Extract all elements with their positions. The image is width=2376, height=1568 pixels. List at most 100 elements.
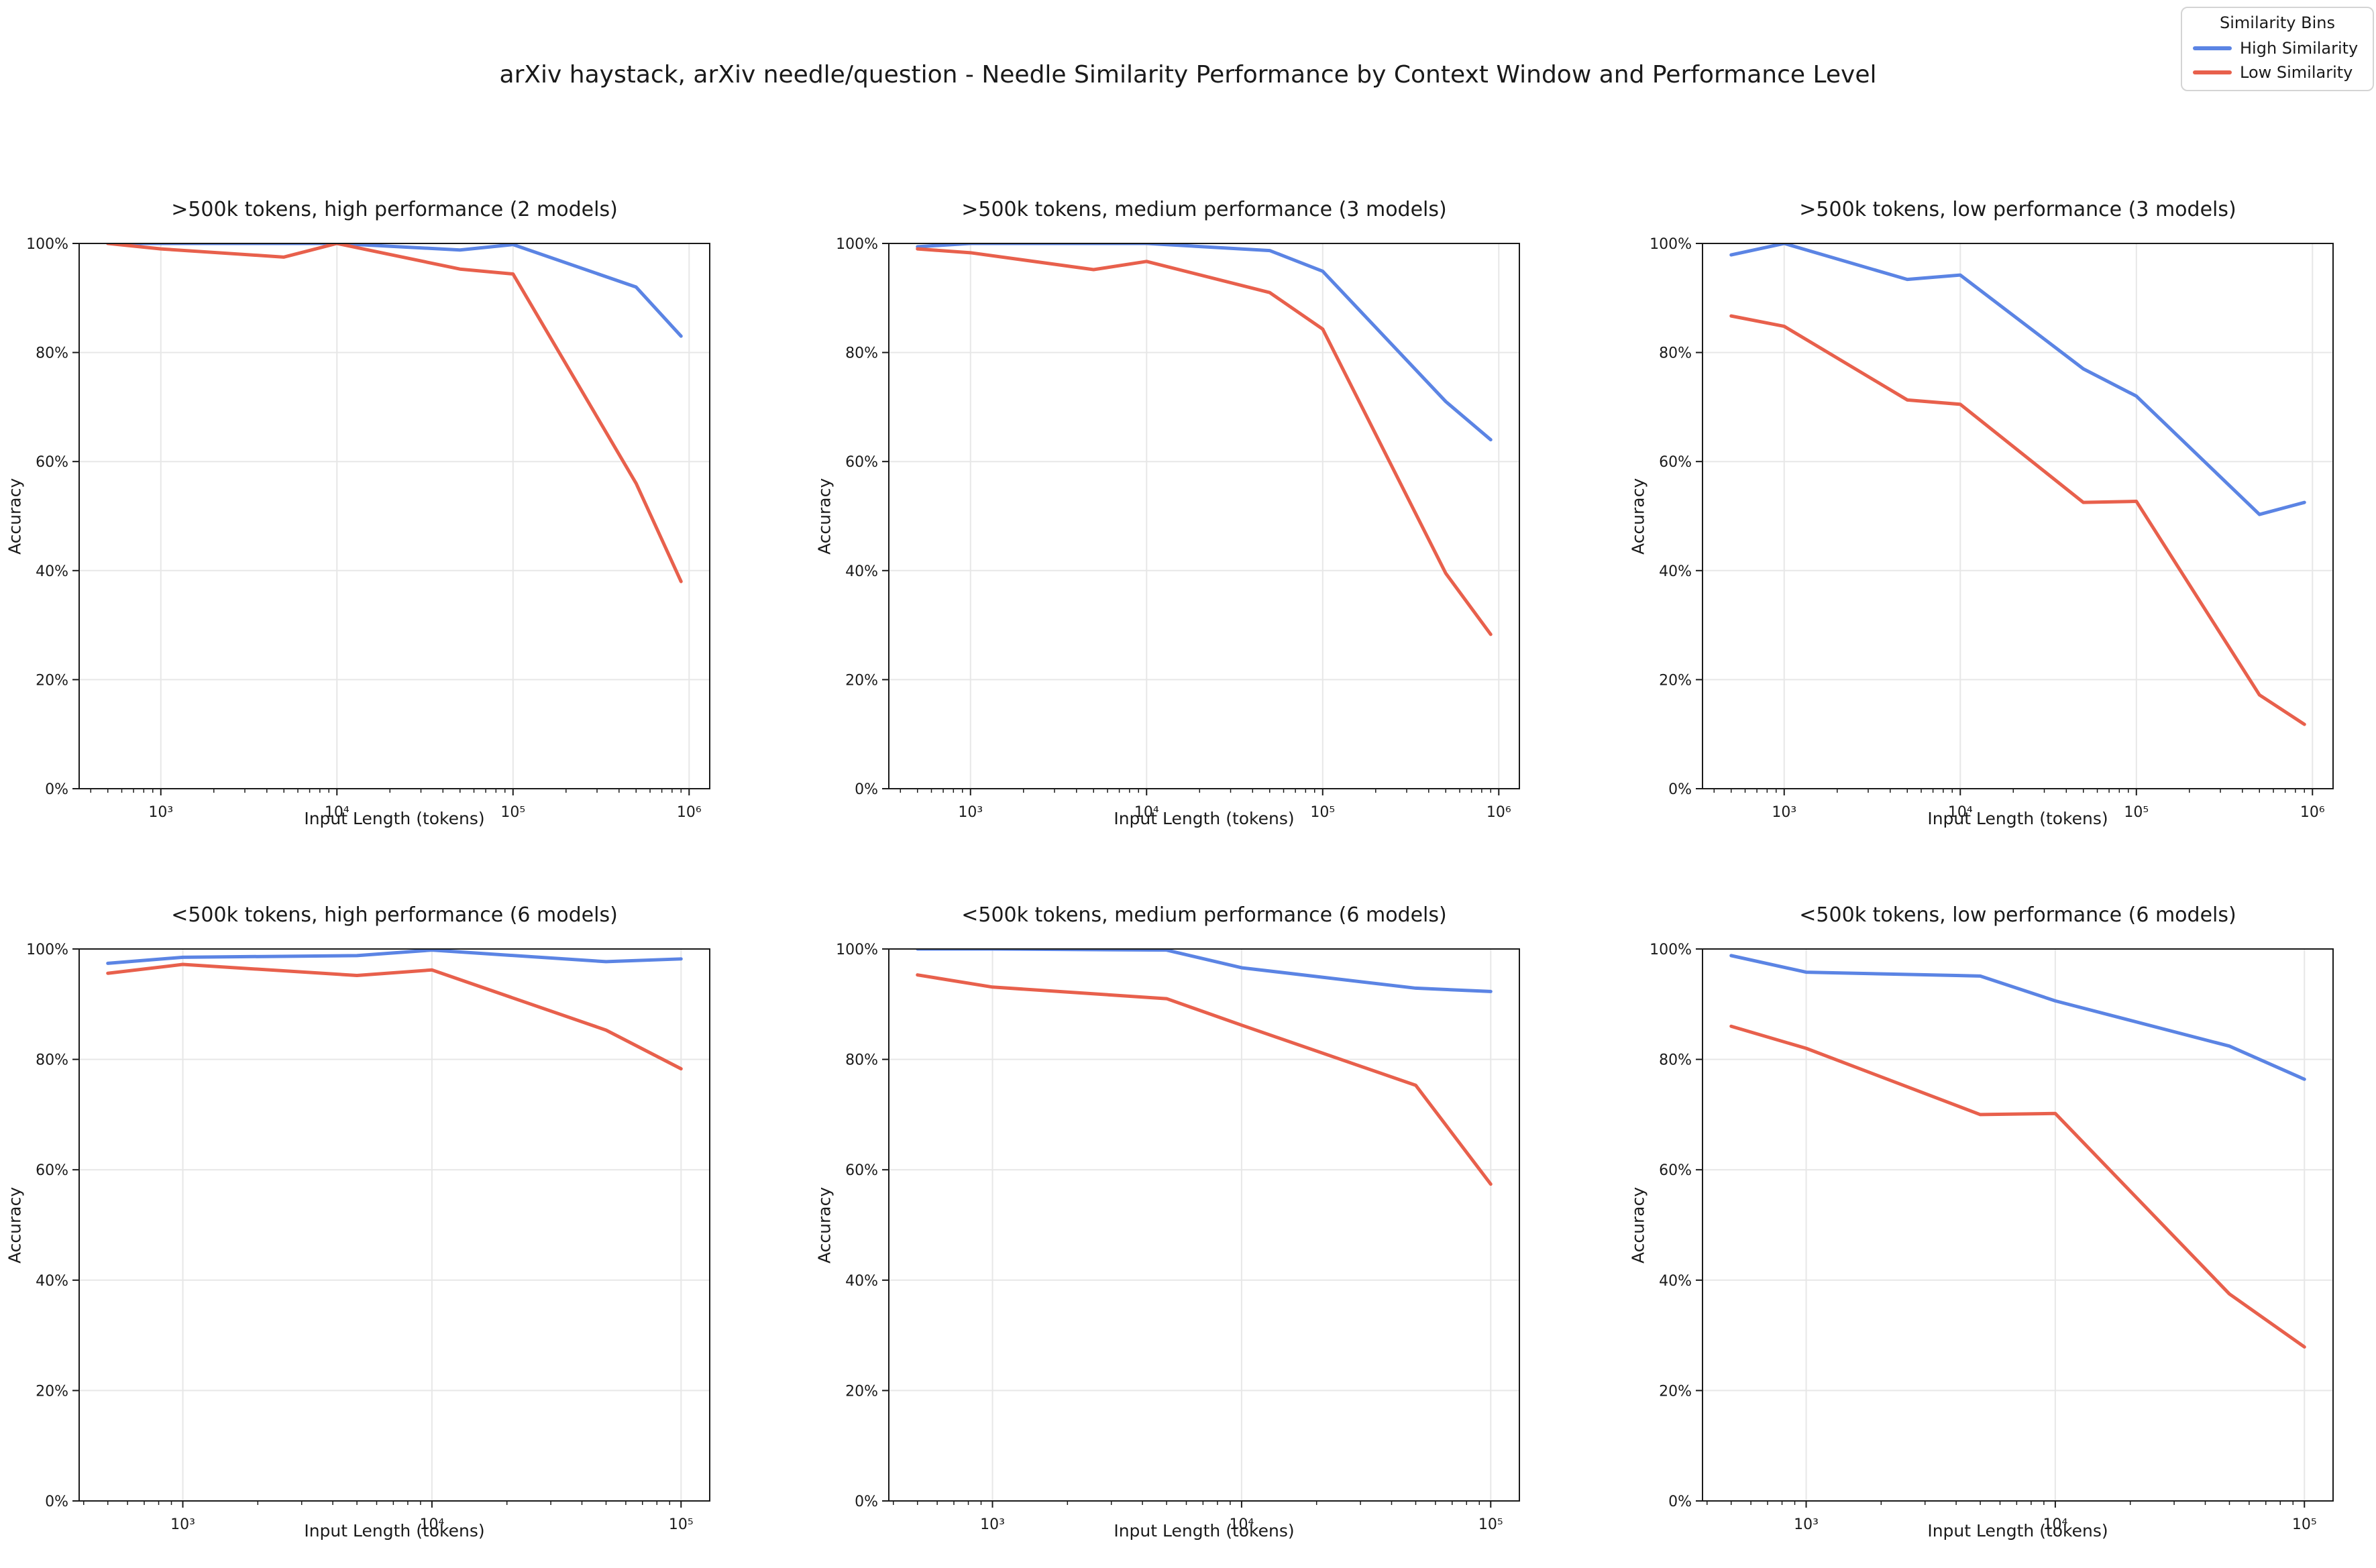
legend-entry-high-similarity: High Similarity <box>2189 39 2366 58</box>
x-axis-label: Input Length (tokens) <box>304 1521 485 1541</box>
series-line-low-similarity <box>106 243 683 583</box>
y-tick-label: 20% <box>36 1383 68 1400</box>
legend-entry-low-similarity: Low Similarity <box>2189 63 2366 82</box>
legend-title: Similarity Bins <box>2220 13 2335 32</box>
x-tick-label: 10⁵ <box>669 1516 694 1533</box>
x-tick-label: 10⁴ <box>1134 804 1159 821</box>
series-line-low-similarity <box>1729 1024 2306 1349</box>
y-tick-label: 40% <box>36 563 68 580</box>
x-tick-label: 10³ <box>980 1516 1005 1533</box>
y-tick-label: 20% <box>1659 1383 1692 1400</box>
y-tick-label: 0% <box>1668 781 1692 798</box>
y-tick-label: 40% <box>36 1273 68 1290</box>
x-axis-label: Input Length (tokens) <box>1927 809 2108 828</box>
x-tick-label: 10⁵ <box>2124 804 2149 821</box>
axes-spine <box>1702 948 2334 1502</box>
x-tick-label: 10⁵ <box>2292 1516 2317 1533</box>
y-tick-label: 20% <box>1659 672 1692 689</box>
x-tick-label: 10⁴ <box>325 804 349 821</box>
legend-label-high-similarity: High Similarity <box>2240 39 2359 58</box>
y-tick-label: 80% <box>1659 1052 1692 1069</box>
y-tick-label: 80% <box>845 1052 878 1069</box>
y-tick-label: 100% <box>836 236 878 253</box>
high-similarity-line-swatch <box>2193 46 2232 50</box>
y-tick-label: 80% <box>36 345 68 362</box>
y-tick-label: 80% <box>1659 345 1692 362</box>
x-tick-label: 10⁴ <box>1229 1516 1254 1533</box>
x-tick-label: 10⁴ <box>1948 804 1973 821</box>
y-tick-label: 20% <box>845 1383 878 1400</box>
y-tick-label: 100% <box>1650 942 1692 958</box>
series-line-low-similarity <box>106 962 683 1071</box>
y-tick-label: 0% <box>45 1494 68 1510</box>
y-tick-label: 100% <box>26 236 68 253</box>
series-line-high-similarity <box>106 949 683 965</box>
x-tick-label: 10⁵ <box>1310 804 1335 821</box>
x-tick-label: 10⁴ <box>419 1516 444 1533</box>
x-tick-label: 10⁶ <box>1487 804 1511 821</box>
legend-label-low-similarity: Low Similarity <box>2240 63 2353 82</box>
series-line-high-similarity <box>916 949 1493 993</box>
chart-canvas: 0% 20% 40% 60% 80% 100% 10³ 10⁴ 10⁵ 10⁶ <box>1650 236 2334 821</box>
y-tick-label: 60% <box>1659 1162 1692 1179</box>
y-tick-label: 20% <box>36 672 68 689</box>
series-line-high-similarity <box>1729 243 2306 516</box>
series-line-high-similarity <box>916 243 1493 442</box>
chart-canvas: 0% 20% 40% 60% 80% 100% 10³ 10⁴ 10⁵ <box>836 942 1520 1533</box>
x-tick-label: 10³ <box>1794 1516 1819 1533</box>
y-tick-label: 20% <box>845 672 878 689</box>
axes-spine <box>78 243 710 789</box>
chart-canvas: 0% 20% 40% 60% 80% 100% 10³ 10⁴ 10⁵ <box>1650 942 2334 1533</box>
y-tick-label: 0% <box>1668 1494 1692 1510</box>
x-tick-label: 10³ <box>170 1516 195 1533</box>
y-tick-label: 0% <box>45 781 68 798</box>
x-tick-label: 10⁶ <box>677 804 702 821</box>
axes-spine <box>888 243 1520 789</box>
figure-title: arXiv haystack, arXiv needle/question - … <box>499 61 1877 89</box>
y-tick-label: 60% <box>1659 454 1692 471</box>
chart-canvas: 0% 20% 40% 60% 80% 100% 10³ 10⁴ 10⁵ <box>26 942 710 1533</box>
x-tick-label: 10⁵ <box>500 804 525 821</box>
x-tick-label: 10⁵ <box>1478 1516 1503 1533</box>
y-tick-label: 60% <box>845 1162 878 1179</box>
y-tick-label: 40% <box>845 1273 878 1290</box>
series-line-low-similarity <box>1729 314 2306 726</box>
legend: Similarity Bins High Similarity Low Simi… <box>2181 7 2374 91</box>
subplot-title: >500k tokens, high performance (2 models… <box>171 198 618 221</box>
y-tick-label: 60% <box>845 454 878 471</box>
subplot-title: <500k tokens, high performance (6 models… <box>171 903 618 927</box>
series-line-high-similarity <box>1729 954 2306 1081</box>
x-axis-label: Input Length (tokens) <box>1927 1521 2108 1541</box>
subplot-title: >500k tokens, low performance (3 models) <box>1799 198 2236 221</box>
x-tick-label: 10³ <box>1772 804 1796 821</box>
y-tick-label: 40% <box>1659 563 1692 580</box>
y-tick-label: 0% <box>855 1494 878 1510</box>
x-tick-label: 10³ <box>958 804 983 821</box>
y-tick-label: 100% <box>1650 236 1692 253</box>
y-tick-label: 60% <box>36 1162 68 1179</box>
y-tick-label: 0% <box>855 781 878 798</box>
subplot-title: <500k tokens, medium performance (6 mode… <box>961 903 1447 927</box>
x-tick-label: 10⁴ <box>2043 1516 2067 1533</box>
subplot-title: <500k tokens, low performance (6 models) <box>1799 903 2236 927</box>
axes-spine <box>78 948 710 1502</box>
low-similarity-line-swatch <box>2193 70 2232 74</box>
chart-canvas: 0% 20% 40% 60% 80% 100% 10³ 10⁴ 10⁵ 10⁶ <box>26 236 710 821</box>
x-axis-label: Input Length (tokens) <box>1114 1521 1295 1541</box>
series-line-high-similarity <box>106 243 683 338</box>
y-tick-label: 100% <box>836 942 878 958</box>
y-tick-label: 40% <box>1659 1273 1692 1290</box>
y-tick-label: 60% <box>36 454 68 471</box>
y-tick-label: 40% <box>845 563 878 580</box>
axes-spine <box>888 948 1520 1502</box>
x-axis-label: Input Length (tokens) <box>304 809 485 828</box>
subplot-title: >500k tokens, medium performance (3 mode… <box>961 198 1447 221</box>
y-tick-label: 80% <box>845 345 878 362</box>
y-tick-label: 80% <box>36 1052 68 1069</box>
axes-spine <box>1702 243 2334 789</box>
x-tick-label: 10⁶ <box>2300 804 2325 821</box>
series-line-low-similarity <box>916 973 1493 1186</box>
chart-canvas: 0% 20% 40% 60% 80% 100% 10³ 10⁴ 10⁵ 10⁶ <box>836 236 1520 821</box>
series-line-low-similarity <box>916 247 1493 636</box>
x-axis-label: Input Length (tokens) <box>1114 809 1295 828</box>
